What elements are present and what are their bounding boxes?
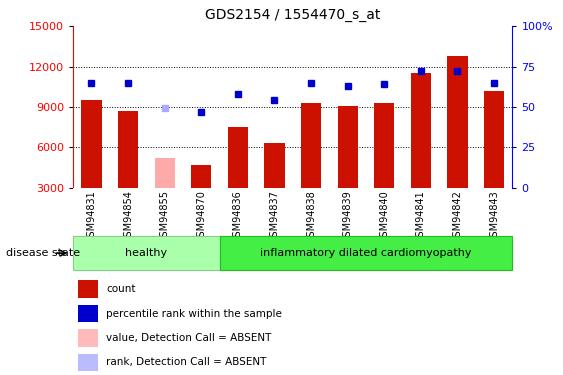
Title: GDS2154 / 1554470_s_at: GDS2154 / 1554470_s_at (205, 9, 381, 22)
Text: GSM94855: GSM94855 (160, 190, 169, 243)
Text: GSM94854: GSM94854 (123, 190, 133, 243)
Text: disease state: disease state (6, 248, 80, 258)
Bar (265, 143, 284, 188)
Text: GSM94840: GSM94840 (379, 190, 389, 243)
Text: GSM94870: GSM94870 (196, 190, 206, 243)
Bar (338, 105, 358, 188)
Bar (374, 103, 394, 188)
Text: GSM94843: GSM94843 (489, 190, 499, 243)
Text: percentile rank within the sample: percentile rank within the sample (106, 309, 282, 319)
Bar (448, 56, 467, 188)
Text: GSM94831: GSM94831 (87, 190, 96, 243)
Bar (155, 158, 175, 188)
Text: inflammatory dilated cardiomyopathy: inflammatory dilated cardiomyopathy (260, 248, 472, 258)
Bar (484, 91, 504, 188)
Text: GSM94837: GSM94837 (270, 190, 279, 243)
Text: value, Detection Call = ABSENT: value, Detection Call = ABSENT (106, 333, 271, 343)
Text: GSM94839: GSM94839 (343, 190, 352, 243)
Text: GSM94836: GSM94836 (233, 190, 243, 243)
Bar (228, 127, 248, 188)
Text: GSM94842: GSM94842 (453, 190, 462, 243)
Bar (78, 280, 97, 298)
Bar (220, 236, 512, 270)
Text: count: count (106, 284, 136, 294)
Bar (73, 236, 220, 270)
Bar (78, 329, 97, 347)
Bar (411, 73, 431, 188)
Bar (191, 165, 211, 188)
Bar (118, 111, 138, 188)
Bar (82, 100, 101, 188)
Text: rank, Detection Call = ABSENT: rank, Detection Call = ABSENT (106, 357, 266, 368)
Bar (301, 103, 321, 188)
Bar (78, 354, 97, 371)
Text: GSM94841: GSM94841 (416, 190, 426, 243)
Text: healthy: healthy (126, 248, 167, 258)
Text: GSM94838: GSM94838 (306, 190, 316, 243)
Bar (78, 305, 97, 322)
